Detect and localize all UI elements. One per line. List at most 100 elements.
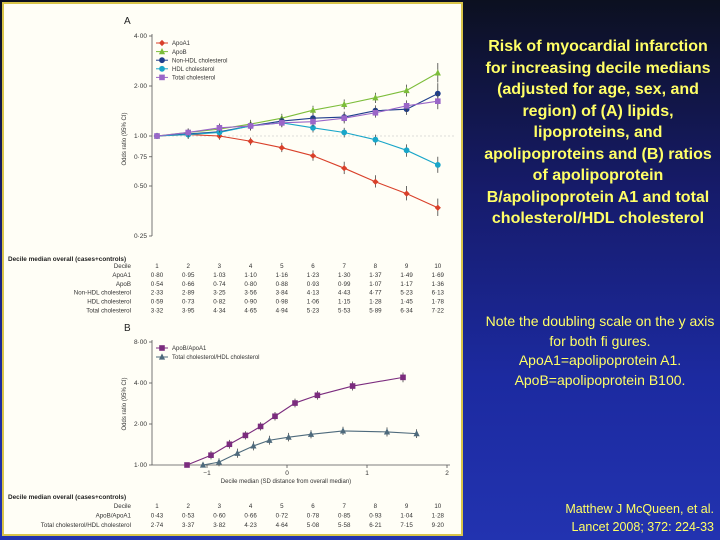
legend-a-label-non-hdl-cholesterol: Non-HDL cholesterol bbox=[172, 58, 227, 64]
panel-b-series-line-total-cholesterol-hdl-cholesterol bbox=[202, 430, 417, 466]
panel-b-point-total-cholesterol-hdl-cholesterol bbox=[307, 430, 315, 437]
panel-b-point-apob-apoa1 bbox=[400, 374, 406, 381]
panel-b-point-apob-apoa1 bbox=[292, 400, 298, 406]
panel-a-table-cell: 0·73 bbox=[182, 299, 195, 306]
citation-journal: Lancet 2008; 372: 224-33 bbox=[571, 520, 714, 534]
panel-a-table-cell: 1·23 bbox=[307, 272, 320, 279]
panel-a-point-apob bbox=[372, 94, 379, 101]
panel-a-point-hdl-cholesterol bbox=[310, 124, 316, 131]
panel-b-table-cell: 5 bbox=[280, 503, 284, 510]
panel-b-point-total-cholesterol-hdl-cholesterol bbox=[266, 436, 273, 443]
panel-a-point-apob bbox=[403, 86, 410, 94]
panel-a-table-cell: 6·13 bbox=[432, 290, 445, 297]
panel-b-table-cell: 0·85 bbox=[338, 513, 351, 520]
panel-a-table-cell: 5·89 bbox=[369, 308, 382, 315]
panel-a-table-cell: 0·80 bbox=[244, 281, 257, 288]
legend-b-label-total-cholesterol-hdl-cholesterol: Total cholesterol/HDL cholesterol bbox=[172, 355, 260, 361]
panel-a-table-cell: 3·56 bbox=[244, 290, 257, 297]
panel-b-table-cell: 0·43 bbox=[151, 513, 164, 520]
panel-b-table-cell: 9 bbox=[405, 503, 409, 510]
panel-b-point-total-cholesterol-hdl-cholesterol bbox=[285, 433, 292, 440]
panel-a-table-cell: 5·23 bbox=[307, 308, 320, 315]
panel-b-table-cell: 6 bbox=[311, 503, 315, 510]
panel-a-series-line-total-cholesterol bbox=[156, 100, 438, 137]
panel-b-table-cell: 4 bbox=[249, 503, 253, 510]
panel-a-table-row-label: HDL cholesterol bbox=[87, 299, 131, 306]
panel-a-table-cell: 3·32 bbox=[151, 308, 164, 315]
panel-a-table-cell: 0·59 bbox=[151, 299, 164, 306]
panel-a-table-cell: 3·95 bbox=[182, 308, 195, 315]
legend-b-marker-apob-apoa1 bbox=[159, 345, 165, 351]
panel-b-table-cell: 2·74 bbox=[151, 522, 164, 529]
panel-a-table-cell: 0·90 bbox=[244, 299, 257, 306]
panel-a-point-apoa1 bbox=[278, 144, 285, 151]
panel-b-table-cell: 1·28 bbox=[432, 513, 445, 520]
panel-a-point-apoa1 bbox=[434, 204, 441, 211]
legend-b-label-apob-apoa1: ApoB/ApoA1 bbox=[172, 346, 207, 352]
panel-a-point-apoa1 bbox=[403, 190, 410, 197]
panel-a-letter: A bbox=[124, 16, 131, 27]
panel-b-y-tick-label: 4·00 bbox=[134, 380, 147, 387]
panel-a-table-cell: 4·65 bbox=[244, 308, 257, 315]
panel-a-table-cell: 7 bbox=[342, 263, 346, 270]
panel-a-point-apoa1 bbox=[372, 178, 379, 185]
panel-b-point-total-cholesterol-hdl-cholesterol bbox=[250, 442, 257, 449]
panel-a-table-cell: 4·77 bbox=[369, 290, 382, 297]
legend-a-label-apoa1: ApoA1 bbox=[172, 41, 191, 47]
panel-a-table-cell: 7·22 bbox=[432, 308, 445, 315]
panel-a-table-cell: 8 bbox=[374, 263, 378, 270]
panel-a-table-cell: 3 bbox=[218, 263, 222, 270]
panel-b-table-cell: 0·60 bbox=[213, 513, 226, 520]
panel-a-table-cell: 1·37 bbox=[369, 272, 382, 279]
citation-authors: Matthew J McQueen, et al. bbox=[565, 502, 714, 516]
panel-b-point-apob-apoa1 bbox=[184, 462, 190, 468]
panel-a-table-row-label: Decile bbox=[114, 263, 132, 270]
panel-a-table-cell: 4·34 bbox=[213, 308, 226, 315]
panel-b-table-cell: 0·72 bbox=[276, 513, 289, 520]
panel-b-point-total-cholesterol-hdl-cholesterol bbox=[234, 449, 241, 456]
panel-b-table-cell: 4·23 bbox=[244, 522, 257, 529]
panel-a-table-row-label: ApoA1 bbox=[112, 272, 131, 279]
panel-a-y-axis-label: Odds ratio (95% CI) bbox=[122, 112, 128, 165]
panel-a-table-row-label: Non-HDL cholesterol bbox=[74, 290, 131, 297]
panel-a-point-total-cholesterol bbox=[341, 115, 347, 121]
panel-b-table-cell: 2 bbox=[186, 503, 190, 510]
panel-a-table-cell: 4·43 bbox=[338, 290, 351, 297]
panel-a-point-apoa1 bbox=[309, 152, 317, 159]
legend-a-label-hdl-cholesterol: HDL cholesterol bbox=[172, 67, 214, 73]
panel-a-table-cell: 1·16 bbox=[276, 272, 289, 279]
panel-a-y-tick-label: 4·00 bbox=[134, 33, 147, 40]
panel-a-table-cell: 9 bbox=[405, 263, 409, 270]
panel-a-table-cell: 1·28 bbox=[369, 299, 382, 306]
panel-b-table-cell: 3·82 bbox=[213, 522, 226, 529]
legend-a-marker-hdl-cholesterol bbox=[159, 65, 165, 72]
panel-b-x-tick-label: 2 bbox=[445, 470, 449, 477]
panel-b-y-tick-label: 2·00 bbox=[134, 421, 147, 428]
panel-b-point-total-cholesterol-hdl-cholesterol bbox=[339, 427, 347, 434]
panel-a-table-cell: 6·34 bbox=[400, 308, 413, 315]
panel-a-point-apob bbox=[309, 106, 317, 113]
panel-b-table-cell: 7·15 bbox=[400, 522, 413, 529]
panel-b-x-tick-label: 1 bbox=[365, 470, 369, 477]
panel-a-series-line-apob bbox=[156, 72, 439, 137]
panel-a-table-cell: 1·03 bbox=[213, 272, 226, 279]
panel-b-table-cell: 0·93 bbox=[369, 513, 382, 520]
panel-a-point-apoa1 bbox=[341, 165, 348, 172]
panel-b-table-row-label: Total cholesterol/HDL cholesterol bbox=[41, 522, 131, 529]
legend-a-marker-total-cholesterol bbox=[159, 74, 165, 81]
panel-a-table-cell: 1·30 bbox=[338, 272, 351, 279]
panel-a-y-tick-label: 0·50 bbox=[134, 183, 147, 190]
panel-b-table-cell: 4·64 bbox=[276, 522, 289, 529]
panel-b-table-cell: 3 bbox=[218, 503, 222, 510]
panel-a-table-cell: 4 bbox=[249, 263, 253, 270]
panel-b-point-total-cholesterol-hdl-cholesterol bbox=[413, 430, 420, 437]
panel-a-table-cell: 2 bbox=[186, 263, 190, 270]
panel-a-table-cell: 1·45 bbox=[400, 299, 413, 306]
panel-b-table-cell: 9·20 bbox=[432, 522, 445, 529]
panel-a-series-line-hdl-cholesterol bbox=[156, 122, 439, 166]
panel-a-table-cell: 2·89 bbox=[182, 290, 195, 297]
panel-a-series-line-non-hdl-cholesterol bbox=[156, 93, 439, 137]
panel-a-table-cell: 10 bbox=[434, 263, 441, 270]
panel-b-table-cell: 3·37 bbox=[182, 522, 195, 529]
legend-a-marker-non-hdl-cholesterol bbox=[159, 57, 165, 64]
